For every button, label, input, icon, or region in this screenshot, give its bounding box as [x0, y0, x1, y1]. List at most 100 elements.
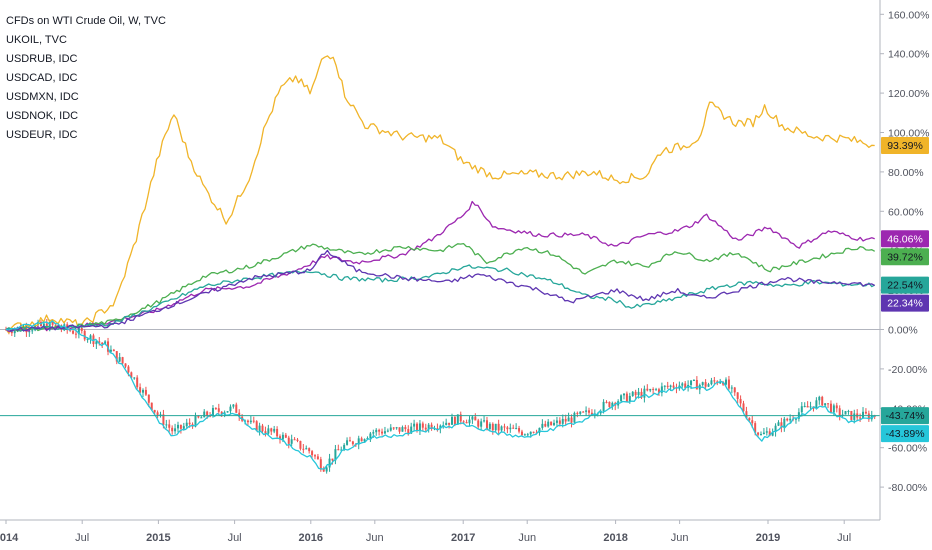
candle-body — [200, 417, 203, 419]
y-tick-label: 80.00% — [888, 167, 924, 179]
candle-body — [695, 379, 698, 390]
candle-body — [757, 432, 760, 435]
candle-body — [538, 427, 541, 433]
candle-body — [121, 357, 124, 364]
candle-body — [171, 427, 174, 432]
candle-body — [634, 391, 637, 396]
candle-body — [582, 411, 585, 413]
candle-body — [640, 391, 643, 398]
candle-body — [311, 451, 314, 456]
candle-body — [276, 428, 279, 437]
candle-body — [375, 429, 378, 433]
candle-body — [730, 387, 733, 389]
candle-body — [340, 449, 343, 451]
candle-body — [745, 411, 748, 419]
candle-body — [363, 439, 366, 442]
candle-body — [625, 393, 628, 402]
candle-body — [690, 380, 693, 385]
candle-body — [523, 434, 526, 436]
candle-body — [404, 427, 407, 430]
candle-body — [398, 427, 401, 432]
candle-body — [657, 389, 660, 393]
x-tick-label: Jun — [518, 532, 536, 544]
candle-body — [701, 382, 704, 385]
last-value-label: 93.39% — [887, 140, 923, 152]
candle-body — [710, 380, 713, 385]
candle-body — [794, 418, 797, 420]
candle-body — [308, 448, 311, 452]
candle-body — [655, 389, 658, 391]
legend-compare-ukoil[interactable]: UKOIL, TVC — [6, 34, 67, 46]
candle-body — [284, 434, 287, 438]
y-tick-label: 140.00% — [888, 49, 929, 61]
candle-body — [77, 327, 80, 335]
candle-body — [576, 412, 579, 414]
candle-body — [844, 411, 847, 415]
candle-body — [136, 377, 139, 388]
candle-body — [290, 439, 293, 444]
candle-body — [337, 449, 340, 451]
candle-body — [174, 428, 177, 432]
candle-body — [847, 411, 850, 413]
candle-body — [150, 402, 153, 410]
candle-body — [550, 421, 553, 426]
candle-body — [771, 431, 774, 436]
candle-body — [832, 405, 835, 413]
candle-body — [459, 414, 462, 422]
candle-body — [395, 427, 398, 429]
candle-body — [777, 422, 780, 426]
candle-body — [518, 428, 521, 432]
candle-body — [165, 424, 168, 426]
candle-body — [453, 416, 456, 425]
candle-body — [751, 420, 754, 424]
series-line — [5, 249, 876, 332]
candle-body — [95, 341, 98, 345]
y-tick-label: -60.00% — [888, 443, 927, 455]
candle-body — [570, 417, 573, 423]
candle-body — [13, 329, 16, 334]
candle-body — [369, 433, 372, 438]
main-series-candles — [5, 318, 876, 474]
candle-body — [413, 423, 416, 427]
candle-body — [605, 401, 608, 403]
candle-body — [159, 414, 162, 416]
candle-body — [628, 395, 631, 402]
candle-body — [226, 411, 229, 413]
candle-body — [299, 440, 302, 449]
candle-body — [474, 416, 477, 421]
series-line — [5, 320, 875, 470]
candle-body — [258, 425, 261, 431]
last-value-label: 39.72% — [887, 251, 923, 263]
candle-body — [774, 425, 777, 432]
candle-body — [588, 410, 591, 413]
candle-body — [101, 342, 104, 345]
candle-body — [133, 377, 136, 379]
candle-body — [669, 385, 672, 387]
candle-body — [316, 456, 319, 460]
last-value-badge — [881, 248, 929, 266]
legend-compare-usdnok[interactable]: USDNOK, IDC — [6, 110, 79, 122]
candle-body — [261, 425, 264, 432]
last-value-label: 22.34% — [887, 298, 923, 310]
legend-main-series[interactable]: CFDs on WTI Crude Oil, W, TVC — [6, 15, 166, 27]
candle-body — [378, 429, 381, 432]
candle-body — [279, 436, 282, 440]
series-line — [5, 264, 875, 332]
candle-body — [255, 421, 258, 431]
legend-compare-usdmxn[interactable]: USDMXN, IDC — [6, 91, 79, 103]
last-value-badge — [881, 425, 929, 443]
legend-compare-usdeur[interactable]: USDEUR, IDC — [6, 129, 78, 141]
legend-compare-usdcad[interactable]: USDCAD, IDC — [6, 72, 78, 84]
candle-body — [229, 406, 232, 412]
candle-body — [815, 400, 818, 409]
candle-body — [707, 384, 710, 387]
candle-body — [139, 387, 142, 393]
candle-body — [232, 404, 235, 407]
last-value-badge — [881, 276, 929, 294]
candle-body — [541, 423, 544, 428]
candle-body — [325, 467, 328, 472]
candle-body — [748, 418, 751, 421]
price-axis: 160.00% 140.00% 120.00% 100.00% 80.00% 60.00%… — [880, 9, 929, 494]
legend-compare-usdrub[interactable]: USDRUB, IDC — [6, 53, 78, 65]
